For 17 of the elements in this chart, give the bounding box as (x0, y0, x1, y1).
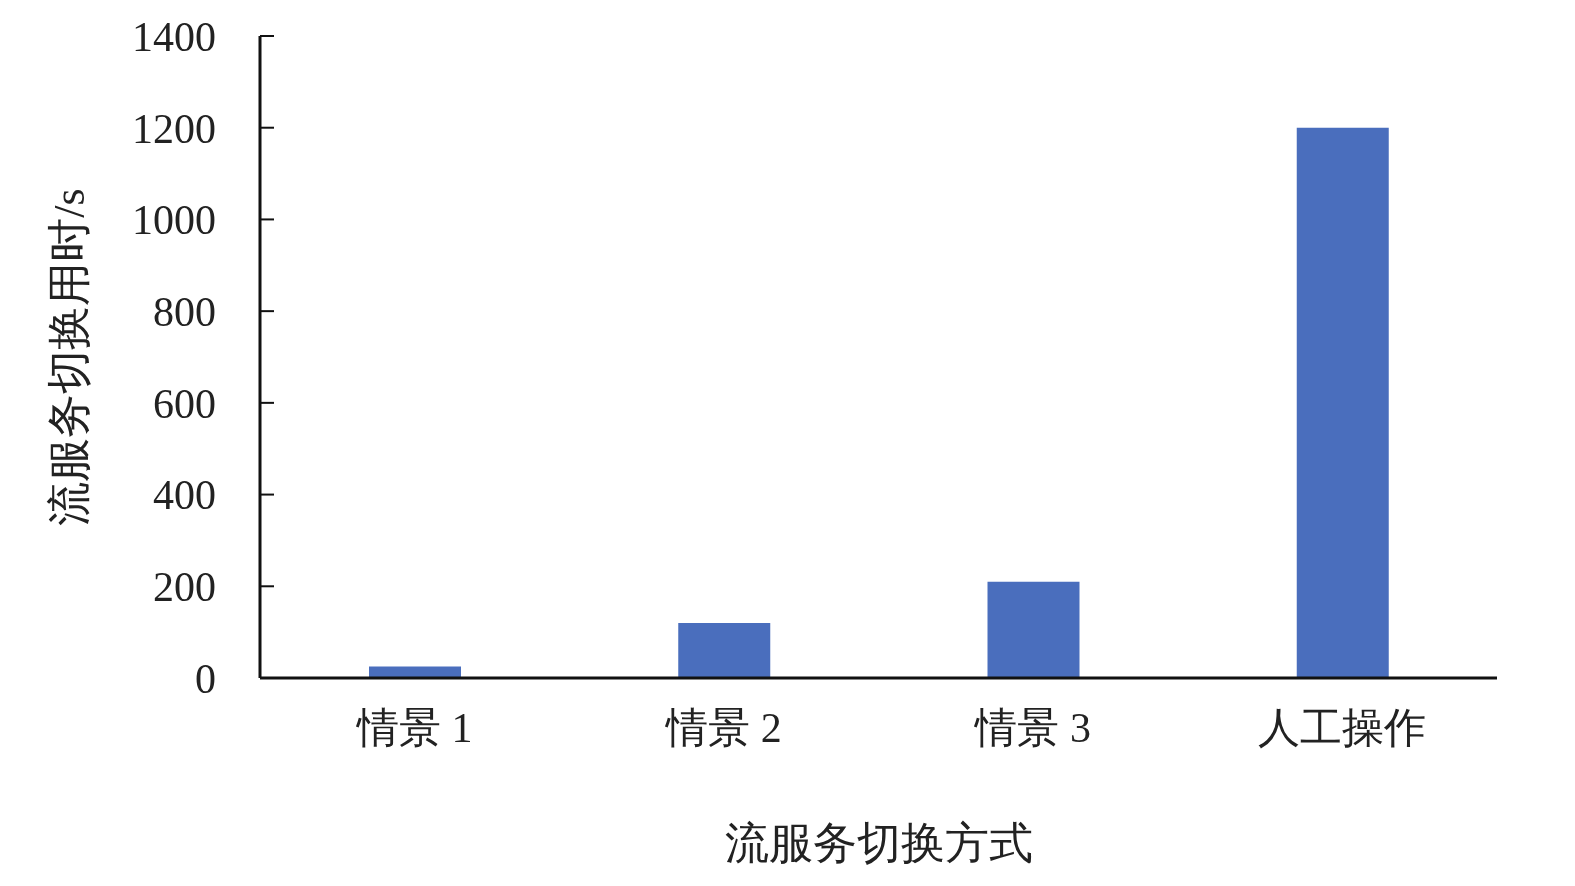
bar (1296, 127, 1389, 678)
y-tick-label: 1000 (132, 197, 216, 244)
y-axis-title: 流服务切换用时/s (44, 188, 94, 526)
y-tick-label: 600 (153, 380, 216, 427)
bar (678, 622, 771, 678)
x-tick-label: 情景 3 (973, 704, 1091, 751)
y-tick-label: 200 (153, 564, 216, 611)
y-tick-label: 800 (153, 289, 216, 336)
y-tick-label: 0 (195, 655, 216, 702)
x-tick-label: 人工操作 (1258, 704, 1427, 751)
y-tick-label: 1200 (132, 105, 216, 152)
y-tick-label: 1400 (132, 13, 216, 60)
x-tick-label: 情景 1 (354, 704, 473, 751)
bar (987, 581, 1080, 678)
x-tick-label: 情景 2 (664, 704, 782, 751)
x-axis-title: 流服务切换方式 (724, 819, 1033, 868)
y-tick-label: 400 (153, 472, 216, 519)
